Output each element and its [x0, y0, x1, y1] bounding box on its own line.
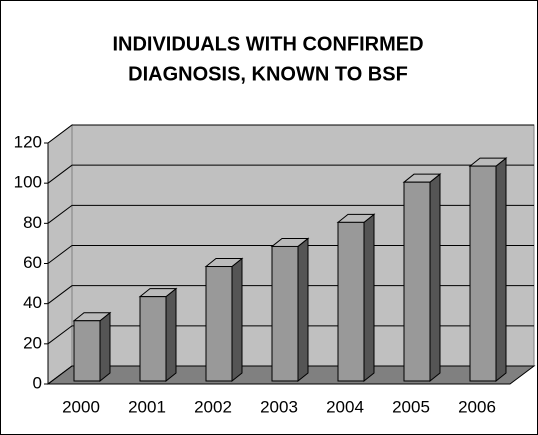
- bar-side: [99, 311, 111, 383]
- x-tick-label: 2003: [260, 397, 298, 416]
- chart-title: DIAGNOSIS, KNOWN TO BSF: [128, 63, 408, 85]
- bar: [403, 181, 431, 382]
- grid-line: [47, 164, 534, 184]
- y-tick-label: 0: [33, 373, 42, 392]
- bar-side: [429, 173, 441, 383]
- bar: [205, 266, 233, 382]
- bar-side: [297, 237, 309, 383]
- y-tick-label: 60: [23, 253, 42, 272]
- bar: [337, 221, 365, 382]
- chart-title: INDIVIDUALS WITH CONFIRMED: [112, 33, 423, 55]
- bar-side: [231, 257, 243, 383]
- bar-side: [363, 213, 375, 383]
- y-tick-label: 100: [14, 173, 42, 192]
- y-tick-label: 120: [14, 132, 42, 151]
- x-tick-label: 2006: [458, 397, 496, 416]
- bar: [271, 245, 299, 382]
- bar: [469, 165, 497, 382]
- bar-side: [165, 287, 177, 383]
- x-tick-label: 2002: [194, 397, 232, 416]
- x-tick-label: 2001: [128, 397, 166, 416]
- grid-line: [47, 204, 534, 224]
- y-tick-label: 80: [23, 213, 42, 232]
- y-tick-label: 20: [23, 333, 42, 352]
- y-tick-label: 40: [23, 293, 42, 312]
- grid-line: [47, 245, 534, 264]
- bar: [73, 320, 101, 382]
- grid-line: [47, 365, 534, 385]
- grid-line: [47, 325, 534, 345]
- x-tick-label: 2000: [62, 397, 100, 416]
- grid-line: [47, 124, 534, 144]
- bar: [139, 296, 167, 382]
- x-tick-label: 2004: [326, 397, 364, 416]
- bar-side: [495, 157, 507, 383]
- x-tick-label: 2005: [392, 397, 430, 416]
- grid-line: [47, 285, 534, 305]
